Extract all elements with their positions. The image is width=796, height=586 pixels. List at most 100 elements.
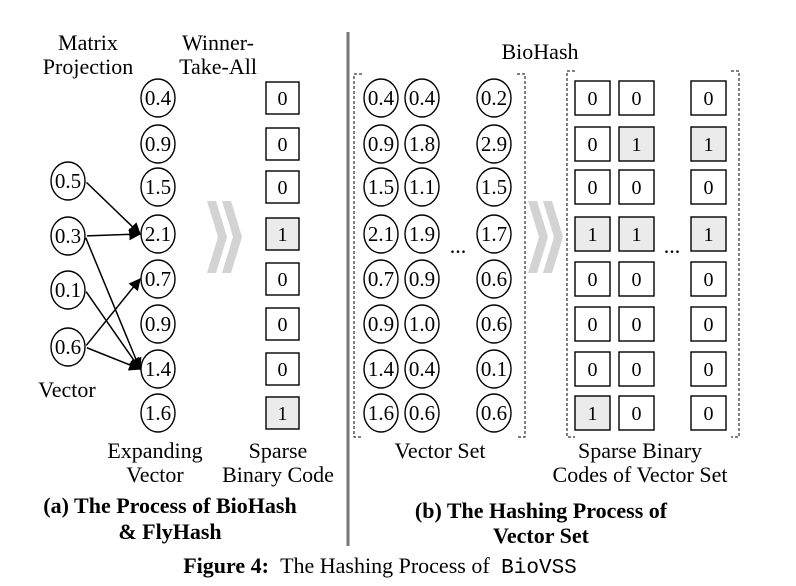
sparse-code-set-cell: 0 xyxy=(574,169,611,205)
cell-box xyxy=(574,216,611,252)
expanding-node: 0.9 xyxy=(140,304,176,344)
expanding-node: 2.1 xyxy=(140,214,176,254)
cell-box xyxy=(574,395,611,431)
node-circle xyxy=(50,161,86,201)
sparse-code-cell: 0 xyxy=(265,81,300,115)
cell-box xyxy=(618,261,655,297)
cell-box xyxy=(265,396,300,430)
cell-box xyxy=(265,262,300,296)
node-value: 0.6 xyxy=(481,401,507,425)
cell-value: 1 xyxy=(704,134,714,156)
expanding-vector-nodes: 0.4 0.9 1.5 2.1 0.7 0.9 1.4 1.6 xyxy=(140,78,176,433)
cell-value: 0 xyxy=(632,359,642,381)
vector-set-node: 0.6 xyxy=(476,304,512,344)
vector-set-node: 0.6 xyxy=(404,393,440,433)
chevron-arrow-icon xyxy=(207,201,242,273)
node-value: 0.4 xyxy=(368,86,395,110)
cell-value: 0 xyxy=(704,269,714,291)
node-value: 0.5 xyxy=(55,169,81,193)
node-circle xyxy=(404,214,440,254)
cell-box xyxy=(690,351,727,387)
sparse-codes-label-2: Codes of Vector Set xyxy=(553,462,728,487)
cell-box xyxy=(690,169,727,205)
sparse-code-set-cell: 1 xyxy=(618,126,655,162)
input-node: 0.3 xyxy=(50,216,86,256)
cell-box xyxy=(690,80,727,116)
node-value: 1.1 xyxy=(409,175,435,199)
sparse-code-cell: 1 xyxy=(265,217,300,251)
cell-box xyxy=(265,170,300,204)
figure-caption-text: The Hashing Process of xyxy=(280,553,490,578)
projection-edge xyxy=(85,181,141,235)
node-value: 2.1 xyxy=(368,222,394,246)
sparse-code-set-cell: 0 xyxy=(690,351,727,387)
sparse-code-cell: 0 xyxy=(265,307,300,341)
node-circle xyxy=(404,124,440,164)
node-value: 0.7 xyxy=(145,267,171,291)
cell-value: 0 xyxy=(588,177,598,199)
sparse-code-set-cells: 0 0 0 1 0 0 0 1 0 1 0 1 0 0 0 0 0 1 0 1 0 0 0 0 xyxy=(574,80,727,431)
cell-box xyxy=(690,395,727,431)
cell-box xyxy=(618,216,655,252)
expanding-node: 0.9 xyxy=(140,124,176,164)
cell-value: 0 xyxy=(632,177,642,199)
node-value: 0.2 xyxy=(481,86,507,110)
vector-set-label: Vector Set xyxy=(394,438,485,463)
sparse-code-set-cell: 0 xyxy=(690,261,727,297)
cell-box xyxy=(690,261,727,297)
sparse-code-set-cell: 0 xyxy=(690,306,727,342)
node-value: 1.5 xyxy=(368,175,394,199)
cell-value: 0 xyxy=(704,177,714,199)
sparse-code-set-cell: 1 xyxy=(574,395,611,431)
cell-value: 0 xyxy=(588,314,598,336)
cell-value: 0 xyxy=(278,314,288,336)
caption-a-line-2: & FlyHash xyxy=(118,519,221,544)
caption-b-line-2: Vector Set xyxy=(493,523,590,548)
cell-value: 0 xyxy=(704,314,714,336)
node-value: 0.1 xyxy=(55,278,81,302)
node-value: 0.6 xyxy=(55,335,81,359)
input-node: 0.6 xyxy=(50,327,86,367)
cell-value: 0 xyxy=(278,134,288,156)
node-value: 0.6 xyxy=(481,312,507,336)
winner-take-all-label-1: Winner- xyxy=(182,30,254,55)
cell-value: 1 xyxy=(704,224,714,246)
node-value: 0.9 xyxy=(145,312,171,336)
node-circle xyxy=(140,304,176,344)
cell-value: 0 xyxy=(588,359,598,381)
vector-set-node: 1.0 xyxy=(404,304,440,344)
cell-value: 1 xyxy=(632,134,642,156)
node-value: 1.9 xyxy=(409,222,435,246)
sparse-code-set-cell: 1 xyxy=(574,216,611,252)
cell-value: 1 xyxy=(278,403,288,425)
node-circle xyxy=(476,78,512,118)
node-value: 0.6 xyxy=(409,401,435,425)
cell-box xyxy=(574,261,611,297)
node-circle xyxy=(476,393,512,433)
vector-set-node: 0.4 xyxy=(404,349,440,389)
cell-box xyxy=(265,352,300,386)
cell-value: 0 xyxy=(632,88,642,110)
node-circle xyxy=(50,216,86,256)
cell-box xyxy=(618,80,655,116)
chevron-part xyxy=(207,201,227,273)
projection-edges xyxy=(85,181,142,371)
sparse-binary-code-label-2: Binary Code xyxy=(222,462,334,487)
sparse-code-set-cell: 0 xyxy=(690,395,727,431)
node-value: 0.9 xyxy=(409,267,435,291)
node-value: 0.1 xyxy=(481,357,507,381)
vector-set-node: 0.9 xyxy=(404,259,440,299)
node-circle xyxy=(404,78,440,118)
node-value: 1.5 xyxy=(145,175,171,199)
node-circle xyxy=(140,259,176,299)
projection-edge xyxy=(85,278,141,346)
cell-value: 0 xyxy=(278,269,288,291)
cell-value: 1 xyxy=(278,224,288,246)
cell-value: 0 xyxy=(704,403,714,425)
node-circle xyxy=(404,349,440,389)
sparse-code-set-cell: 0 xyxy=(618,395,655,431)
vector-set-node: 1.5 xyxy=(476,167,512,207)
sparse-code-cell: 0 xyxy=(265,127,300,161)
node-circle xyxy=(363,349,399,389)
